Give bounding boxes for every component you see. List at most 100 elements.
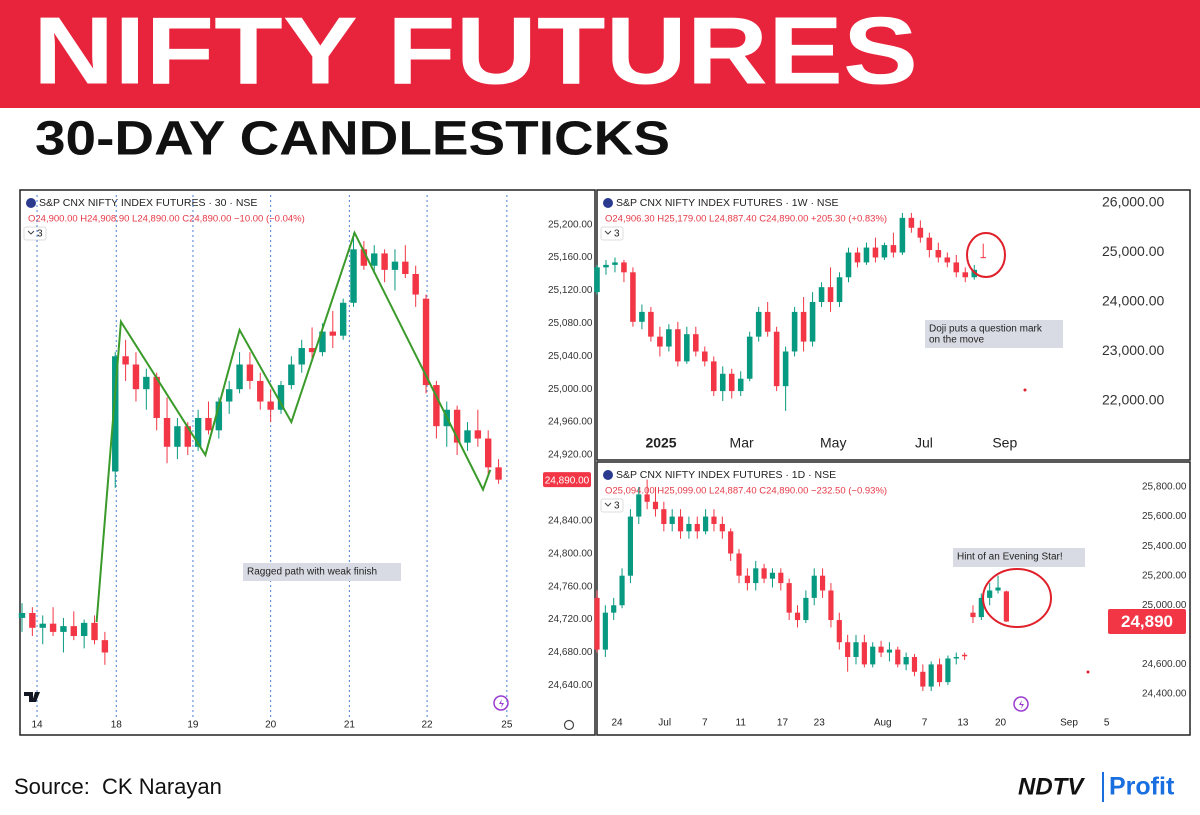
- y-tick-label: 22,000.00: [1102, 392, 1164, 408]
- candle-body: [661, 509, 667, 524]
- x-tick-label: Sep: [1060, 718, 1078, 729]
- candle-body: [809, 302, 816, 342]
- y-tick-label: 25,000.00: [548, 384, 593, 395]
- chart-frame: [19, 189, 596, 736]
- candle-body: [753, 568, 759, 584]
- candle-body: [711, 516, 717, 524]
- candle-body: [350, 249, 357, 303]
- replay-bolt: [499, 699, 504, 708]
- y-tick-label: 25,200.00: [1142, 570, 1187, 581]
- candle-body: [381, 253, 388, 270]
- y-tick-label: 25,600.00: [1142, 511, 1187, 522]
- candle-body: [391, 261, 399, 270]
- candle-body: [881, 245, 888, 258]
- candle-body: [978, 597, 984, 618]
- candle-body: [49, 623, 57, 632]
- candle-body: [80, 622, 88, 637]
- y-tick-label: 25,200.00: [548, 219, 593, 230]
- candle-body: [184, 426, 191, 447]
- tradingview-logo: [24, 692, 40, 702]
- candle-body: [895, 649, 901, 665]
- candle-body: [464, 430, 471, 443]
- candle-body: [853, 642, 859, 658]
- candle-body: [987, 590, 993, 598]
- x-tick-label: 20: [265, 720, 277, 731]
- candle-body: [890, 245, 897, 253]
- candle-body: [1003, 591, 1009, 622]
- candle-body: [782, 351, 789, 387]
- x-tick-label: Sep: [992, 435, 1017, 451]
- candle-body: [861, 642, 867, 665]
- candle-body: [621, 262, 627, 273]
- chart-title: S&P CNX NIFTY INDEX FUTURES · 1W · NSE: [616, 197, 838, 209]
- replay-icon: [493, 695, 509, 711]
- candle-body: [627, 516, 634, 576]
- x-tick-label: 19: [187, 720, 199, 731]
- candle-body: [778, 572, 784, 584]
- y-tick-label: 23,000.00: [1102, 342, 1164, 358]
- y-tick-label: 24,920.00: [548, 450, 593, 461]
- candle-body: [602, 612, 608, 650]
- x-tick-label: 7: [702, 718, 708, 729]
- y-tick-label: 24,800.00: [548, 548, 593, 559]
- x-tick-label: 17: [777, 718, 789, 729]
- candle-body: [132, 364, 140, 390]
- chart-title: S&P CNX NIFTY INDEX FUTURES · 30 · NSE: [39, 197, 257, 209]
- candle-body: [773, 331, 780, 387]
- candle-body: [29, 612, 36, 628]
- candle-body: [755, 311, 762, 337]
- candle-body: [474, 430, 482, 439]
- candle-body: [995, 587, 1001, 591]
- indicator-label: 3: [37, 229, 43, 240]
- y-tick-label: 25,000.00: [1102, 243, 1164, 259]
- candle-body: [257, 380, 264, 402]
- candle-body: [728, 531, 734, 554]
- candle-body: [143, 376, 150, 390]
- symbol-logo: [603, 198, 613, 208]
- symbol-logo: [26, 198, 36, 208]
- candle-body: [60, 626, 67, 632]
- candle-body: [953, 262, 960, 273]
- y-tick-label: 25,080.00: [548, 318, 593, 329]
- candle-body: [828, 590, 834, 621]
- candle-body: [648, 311, 654, 337]
- candle-body: [702, 351, 708, 362]
- x-tick-label: Jul: [658, 718, 671, 729]
- candle-body: [899, 217, 906, 253]
- indicator-chip: [600, 498, 624, 513]
- candle-body: [636, 494, 642, 517]
- candle-body: [719, 523, 725, 532]
- indicator-chip: [23, 226, 47, 241]
- candle-body: [886, 649, 893, 653]
- candle-body: [91, 622, 98, 641]
- candle-body: [246, 364, 254, 381]
- candle-body: [339, 302, 347, 336]
- candle-body: [728, 373, 735, 392]
- candle-body: [827, 287, 834, 303]
- y-tick-label: 24,960.00: [548, 417, 593, 428]
- candle-body: [794, 612, 801, 621]
- candle-body: [215, 401, 223, 431]
- x-tick-label: 20: [995, 718, 1007, 729]
- x-tick-label: 18: [111, 720, 123, 731]
- candle-body: [205, 417, 212, 431]
- candle-body: [786, 583, 792, 613]
- candle-body: [980, 257, 987, 259]
- candle-body: [854, 252, 861, 263]
- marker-dot: [1023, 388, 1027, 392]
- candle-body: [686, 523, 692, 532]
- candle-body: [174, 426, 181, 447]
- candle-body: [611, 605, 617, 613]
- candle-body: [836, 277, 843, 303]
- indicator-chevron: [604, 502, 612, 507]
- candle-body: [675, 329, 681, 362]
- page-subtitle: 30-DAY CANDLESTICKS: [35, 113, 670, 166]
- annotation-text: on the move: [929, 335, 984, 346]
- candle-body: [412, 273, 419, 295]
- candle-body: [836, 620, 842, 643]
- last-price-box: [543, 472, 591, 488]
- candle-body: [944, 257, 951, 263]
- candle-body: [761, 568, 767, 579]
- candle-body: [744, 575, 750, 584]
- candle-body: [153, 376, 160, 418]
